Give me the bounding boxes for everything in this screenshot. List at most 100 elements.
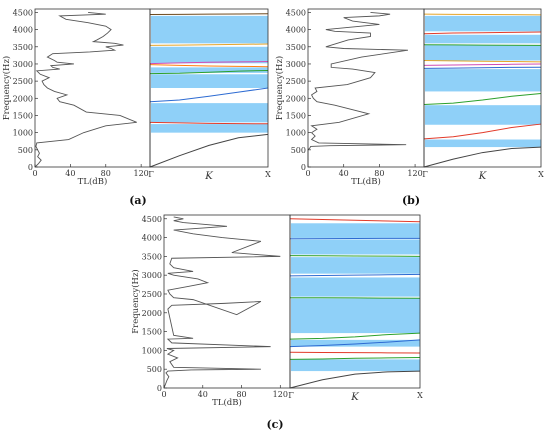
dispersion-branch [149, 87, 269, 103]
tl-curve [34, 11, 137, 168]
band-gap [151, 46, 268, 64]
x-point-tick-label: X [417, 391, 423, 400]
band-gap [291, 359, 420, 372]
band-axes-frame [423, 8, 542, 168]
band-gap [151, 74, 268, 88]
dispersion-branch [149, 121, 269, 125]
x-tick-label: 40 [198, 390, 208, 399]
x-tick-label: 0 [161, 390, 166, 399]
y-tick-label: 4000 [286, 26, 306, 35]
band-gap [291, 277, 420, 297]
dispersion-branch [423, 63, 542, 66]
tl-curve [163, 216, 281, 389]
y-tick-label: 1000 [142, 346, 162, 355]
x-tick-label: 80 [374, 169, 384, 178]
x-tick-label: 40 [339, 169, 349, 178]
y-tick-label: 1500 [142, 328, 162, 337]
band-gap [425, 139, 541, 148]
band-gap [425, 15, 541, 32]
dispersion-branch [149, 43, 269, 46]
dispersion-branch [289, 218, 421, 223]
dispersion-branch [290, 297, 421, 299]
tl-axis-label: TL(dB) [212, 397, 242, 408]
dispersion-branch [423, 146, 542, 168]
y-tick-label: 1500 [286, 111, 306, 120]
band-gap [291, 298, 420, 334]
y-tick-label: 500 [147, 365, 162, 374]
dispersion-branch [289, 370, 421, 389]
y-tick-label: 3000 [13, 60, 33, 69]
gamma-tick-label: Γ [422, 170, 428, 179]
frequency-axis-label: Frequency(Hz) [274, 56, 285, 121]
wavevector-axis-label: K [204, 171, 213, 182]
band-gap [151, 124, 268, 133]
band-gap [291, 257, 420, 274]
dispersion-branch [289, 332, 421, 340]
gamma-tick-label: Γ [288, 391, 294, 400]
band-gap [425, 69, 541, 92]
x-tick-label: 120 [273, 390, 288, 399]
panel-label: (b) [402, 194, 420, 207]
x-tick-label: 80 [101, 169, 111, 178]
y-tick-label: 500 [291, 146, 306, 155]
band-gap [425, 34, 541, 44]
panel-a: 0 500 1000 1500 2000 2500 3000 3500 4000 4500 0 40 8… [1, 8, 271, 207]
tl-axes-frame [34, 8, 151, 168]
y-tick-label: 2500 [13, 77, 33, 86]
y-tick-label: 2500 [286, 77, 306, 86]
dispersion-branch [423, 92, 542, 105]
dispersion-branch [149, 13, 269, 15]
band-gap [151, 103, 268, 123]
band-gap [291, 339, 420, 347]
wavevector-axis-label: K [350, 392, 359, 403]
dispersion-branch [423, 44, 542, 46]
wavevector-axis-label: K [478, 171, 487, 182]
dispersion-branch [289, 351, 421, 354]
x-tick-label: 120 [134, 169, 149, 178]
y-tick-label: 4000 [142, 234, 162, 243]
tl-axis-label: TL(dB) [351, 176, 381, 187]
x-tick-label: 40 [65, 169, 75, 178]
dispersion-branch [149, 61, 269, 65]
y-tick-label: 2000 [13, 94, 33, 103]
dispersion-branch [289, 273, 421, 277]
y-tick-label: 1500 [13, 111, 33, 120]
y-tick-label: 4500 [142, 215, 162, 224]
y-tick-label: 1000 [286, 129, 306, 138]
y-tick-label: 0 [28, 163, 33, 172]
y-tick-label: 2000 [286, 94, 306, 103]
dispersion-branch [423, 31, 542, 35]
dispersion-branch [289, 357, 421, 360]
frequency-axis-label: Frequency(Hz) [130, 269, 141, 334]
band-gap [291, 223, 420, 238]
dispersion-branch [149, 64, 269, 68]
tl-axes-frame [163, 214, 291, 389]
x-point-tick-label: X [265, 170, 271, 179]
y-tick-label: 3500 [286, 43, 306, 52]
panel-label: (a) [129, 194, 147, 207]
dispersion-branch [423, 66, 542, 69]
dispersion-branch [149, 69, 269, 75]
dispersion-branch [149, 133, 269, 168]
y-tick-label: 4500 [13, 8, 33, 17]
band-axes-frame [289, 214, 421, 389]
panel-c: 0 500 1000 1500 2000 2500 3000 3500 4000 4500 0 40 8… [130, 214, 423, 431]
y-tick-label: 500 [18, 146, 33, 155]
band-gap [291, 239, 420, 255]
tl-axis-label: TL(dB) [78, 176, 108, 187]
y-tick-label: 3500 [13, 43, 33, 52]
band-axes-frame [149, 8, 269, 168]
y-tick-label: 1000 [13, 129, 33, 138]
tl-curve [307, 11, 409, 167]
band-gap [151, 67, 268, 73]
x-point-tick-label: X [538, 170, 544, 179]
band-gap [425, 105, 541, 125]
x-tick-label: 120 [407, 169, 422, 178]
panel-label: (c) [266, 418, 283, 431]
y-tick-label: 3000 [142, 271, 162, 280]
dispersion-branch [423, 60, 542, 63]
dispersion-branch [423, 123, 542, 140]
frequency-axis-label: Frequency(Hz) [1, 56, 12, 121]
y-tick-label: 0 [301, 163, 306, 172]
dispersion-branch [289, 255, 421, 257]
